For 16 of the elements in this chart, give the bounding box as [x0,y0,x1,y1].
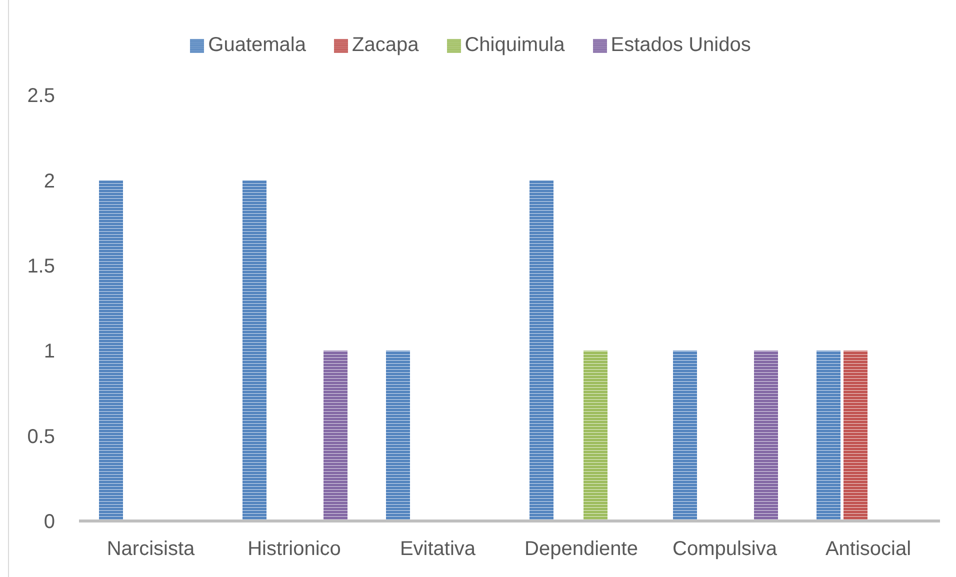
y-tick-label: 0 [44,511,55,534]
y-tick-label: 1.5 [27,256,55,278]
x-tick-label: Dependiente [524,538,638,560]
x-tick-label: Histrionico [248,538,341,560]
y-tick-label: 0.5 [27,426,55,448]
x-tick-label: Compulsiva [672,538,778,560]
y-tick-label: 2.5 [27,85,55,108]
x-tick-label: Evitativa [400,538,476,560]
legend-label: Zacapa [352,34,419,56]
x-tick-label: Antisocial [825,538,912,560]
y-tick-label: 1 [44,340,55,363]
y-tick-label: 2 [44,170,55,192]
legend-label: Guatemala [208,34,306,56]
x-tick-label: Narcisista [106,538,196,560]
legend-label: Estados Unidos [610,34,751,56]
legend-label: Chiquimula [464,34,565,56]
